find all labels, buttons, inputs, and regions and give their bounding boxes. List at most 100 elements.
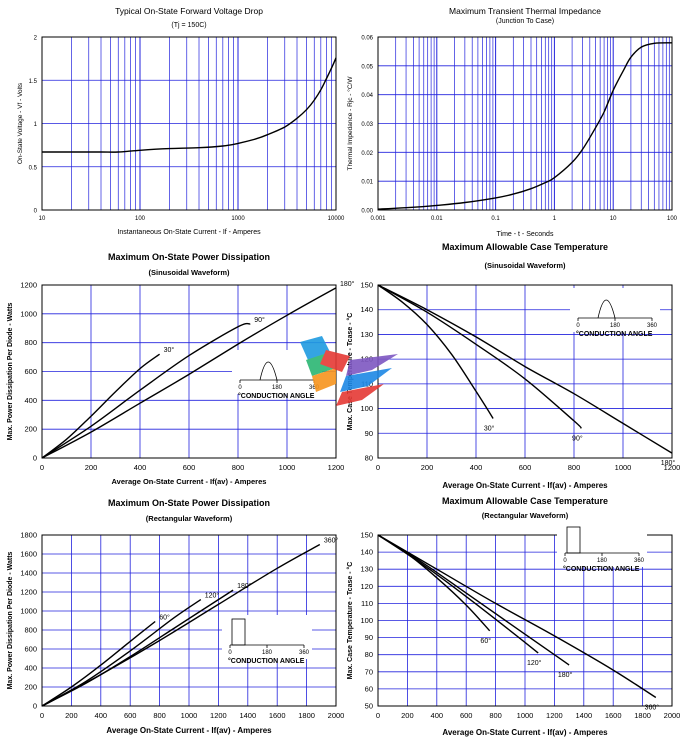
x-tick-label: 400 [95,711,108,720]
inset-label: °CONDUCTION ANGLE [563,565,640,573]
y-axis-label: On-State Voltage - Vf - Volts [17,82,24,164]
x-axis-label: Instantaneous On-State Current - If - Am… [117,229,261,236]
y-tick-label: 200 [24,425,37,434]
grid [377,36,672,211]
y-tick-label: 200 [24,683,37,692]
series-label: 360° [324,537,339,545]
x-tick-label: 600 [519,463,532,472]
half-sine-pulse [597,299,616,319]
series-line [377,42,673,210]
y-tick-label: 140 [360,548,373,557]
logo-shape [300,336,330,360]
x-tick-label: 600 [183,463,196,472]
x-tick-label: 200 [65,711,78,720]
x-tick-label: 200 [401,711,414,720]
x-tick-label: 200 [421,463,434,472]
x-axis-label: Time - t - Seconds [497,231,554,238]
y-tick-label: 1400 [20,569,37,578]
x-tick-label: 0.001 [370,216,386,222]
x-tick-label: 800 [568,463,581,472]
x-tick-label: 100 [135,216,146,222]
y-tick-label: 600 [24,367,37,376]
y-tick-label: 100 [360,616,373,625]
series-label: 90° [254,316,265,324]
series-line [41,57,337,153]
series-line-180deg [41,287,337,459]
y-tick-label: 1200 [20,281,37,290]
series-line-120deg [377,534,539,654]
x-tick-label: 1000 [181,711,198,720]
y-axis-label: Max. Power Dissipation Per Diode - Watts [7,551,14,689]
chart-subtitle: (Junction To Case) [496,18,554,25]
series-label: 180° [558,671,573,679]
x-axis-label: Average On-State Current - If(av) - Ampe… [442,481,608,490]
x-tick-label: 10 [610,216,617,222]
y-tick-label: 50 [365,702,373,711]
series-line-60deg [377,534,491,632]
y-tick-label: 0.02 [361,151,373,157]
logo-shape [320,350,350,372]
y-tick-label: 80 [365,454,373,463]
y-tick-label: 1600 [20,550,37,559]
y-tick-label: 800 [24,338,37,347]
y-tick-label: 1800 [20,531,37,540]
chart-title: Maximum Allowable Case Temperature [442,242,608,252]
y-axis-label: Max. Power Dissipation Per Diode - Watts [7,302,14,440]
y-tick-label: 90 [365,633,373,642]
grid [41,36,336,211]
x-tick-label: 2000 [664,711,681,720]
y-tick-label: 0 [34,209,38,215]
chart-title: Maximum Allowable Case Temperature [442,496,608,506]
plot-frame [377,36,673,211]
x-tick-label: 1600 [605,711,622,720]
y-tick-label: 0 [33,454,37,463]
series-line-90deg [41,322,251,459]
inset-tick-label: 0 [576,323,580,329]
y-tick-label: 400 [24,396,37,405]
y-tick-label: 90 [365,429,373,438]
y-tick-label: 150 [360,281,373,290]
y-tick-label: 800 [24,626,37,635]
y-tick-label: 0.05 [361,64,373,70]
chart-1: Typical On-State Forward Voltage Drop (Tj… [17,6,345,236]
y-tick-label: 130 [360,330,373,339]
series-line-360deg [41,543,321,707]
y-axis-label: Thermal Impedance - Rjc - °C/W [346,76,354,171]
series-line-60deg [41,620,156,707]
series-label: 60° [480,637,491,645]
y-tick-label: 400 [24,664,37,673]
x-tick-label: 0 [376,711,380,720]
x-tick-label: 0 [40,711,44,720]
series-label: 30° [484,424,495,432]
rectangular-pulse [231,618,246,646]
x-tick-label: 0 [40,463,44,472]
logo-shape [346,354,398,376]
y-tick-label: 0.06 [361,36,373,42]
series-line-30deg [377,284,494,419]
inset-tick-label: 360 [634,558,645,564]
half-sine-pulse [259,361,278,381]
plot-frame [41,534,337,707]
y-tick-label: 0.01 [361,180,373,186]
x-tick-label: 1000 [231,216,245,222]
y-tick-label: 80 [365,650,373,659]
chart-6: Maximum Allowable Case Temperature (Recta… [346,496,680,737]
watermark-logo [300,336,398,406]
x-tick-label: 1 [553,216,557,222]
chart-3: Maximum On-State Power Dissipation (Sinus… [7,252,355,486]
x-tick-label: 600 [124,711,137,720]
y-tick-label: 100 [360,404,373,413]
chart-subtitle: (Sinusoidal Waveform) [485,261,566,270]
x-tick-label: 1000 [517,711,534,720]
plot-frame [377,534,673,707]
chart-4: Maximum Allowable Case Temperature (Sinus… [346,242,680,490]
y-tick-label: 1000 [20,607,37,616]
logo-shape [340,368,392,392]
inset-tick-label: 180 [597,558,608,564]
x-tick-label: 1200 [328,463,345,472]
x-tick-label: 1800 [298,711,315,720]
x-tick-label: 400 [431,711,444,720]
chart-title: Typical On-State Forward Voltage Drop [115,6,263,16]
x-tick-label: 0 [376,463,380,472]
